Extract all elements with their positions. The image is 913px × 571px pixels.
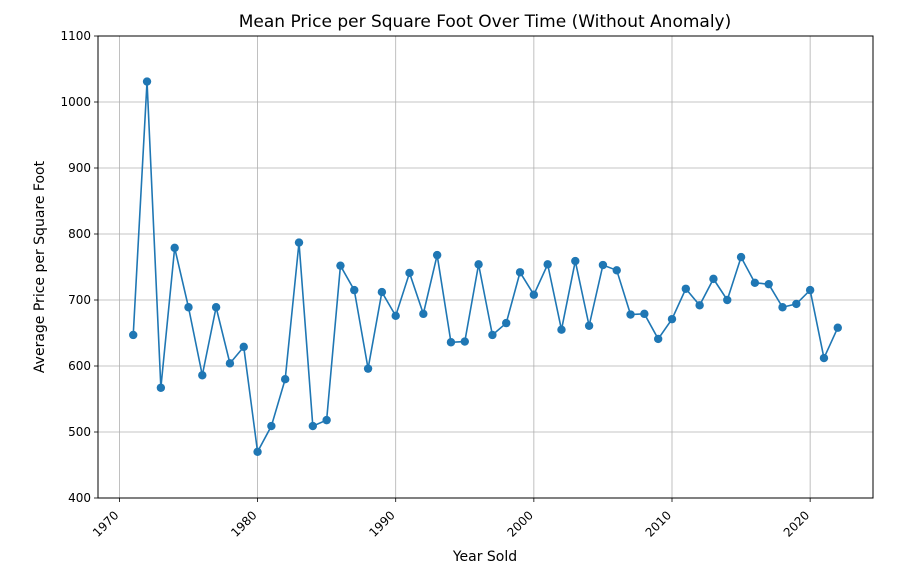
plot-frame	[97, 35, 874, 499]
y-tick-label: 1000	[60, 95, 91, 109]
data-point	[750, 278, 760, 288]
data-point	[792, 299, 801, 309]
x-tick-label: 2020	[781, 508, 812, 539]
data-point	[419, 309, 428, 319]
x-tick-label: 2000	[504, 508, 535, 539]
data-point	[778, 303, 787, 312]
data-point	[723, 295, 732, 305]
x-axis-title: Year Sold	[452, 549, 517, 565]
data-point	[460, 337, 469, 346]
data-point	[488, 330, 497, 340]
data-point	[640, 309, 649, 319]
x-tick-label: 1990	[366, 508, 397, 539]
data-point	[695, 301, 704, 310]
data-point	[129, 330, 138, 340]
data-point	[156, 383, 166, 392]
data-point	[377, 287, 387, 297]
x-tick-label: 2010	[643, 508, 674, 539]
data-point	[557, 325, 566, 334]
data-point	[336, 261, 345, 270]
data-point	[626, 310, 635, 319]
data-point	[446, 338, 456, 347]
series-path	[132, 81, 839, 455]
data-point	[543, 260, 552, 269]
y-tick-label: 600	[68, 359, 91, 373]
data-point	[833, 323, 842, 332]
data-point	[253, 447, 262, 456]
data-point	[736, 252, 746, 262]
y-tick-label: 500	[68, 425, 91, 439]
data-point	[432, 250, 442, 260]
data-point	[529, 290, 539, 299]
data-point	[170, 243, 179, 253]
data-point	[350, 285, 359, 295]
data-point	[391, 311, 400, 321]
data-point	[598, 260, 608, 270]
data-point	[681, 284, 691, 293]
y-axis-title: Average Price per Square Foot	[32, 160, 48, 373]
data-point	[584, 321, 594, 330]
data-point	[322, 415, 331, 425]
data-point	[142, 77, 152, 86]
data-point	[805, 285, 815, 295]
x-tick-label: 1980	[228, 508, 259, 539]
y-tick-label: 800	[68, 227, 91, 241]
y-tick-label: 400	[68, 491, 91, 505]
data-point	[363, 364, 373, 373]
data-point	[612, 266, 621, 275]
series-line	[129, 77, 842, 456]
y-tick-label: 700	[68, 293, 91, 307]
data-point	[764, 279, 773, 289]
data-point	[267, 421, 276, 431]
data-point	[280, 375, 290, 384]
data-point	[239, 342, 248, 352]
data-point	[225, 359, 235, 368]
data-point	[653, 334, 663, 344]
data-point	[474, 260, 483, 269]
data-point	[819, 353, 829, 363]
data-point	[198, 371, 207, 380]
data-point	[667, 314, 677, 324]
data-point	[184, 303, 193, 312]
data-point	[294, 238, 304, 247]
y-tick-label: 1100	[60, 29, 91, 43]
chart-title: Mean Price per Square Foot Over Time (Wi…	[239, 12, 732, 32]
data-point	[405, 268, 414, 278]
data-point	[709, 274, 718, 284]
data-point	[211, 303, 221, 312]
data-point	[308, 421, 318, 431]
y-tick-label: 900	[68, 161, 91, 175]
data-point	[502, 318, 511, 328]
data-point	[515, 268, 525, 277]
x-tick-label: 1970	[90, 508, 121, 539]
data-point	[571, 256, 580, 266]
plot-background	[98, 36, 873, 498]
